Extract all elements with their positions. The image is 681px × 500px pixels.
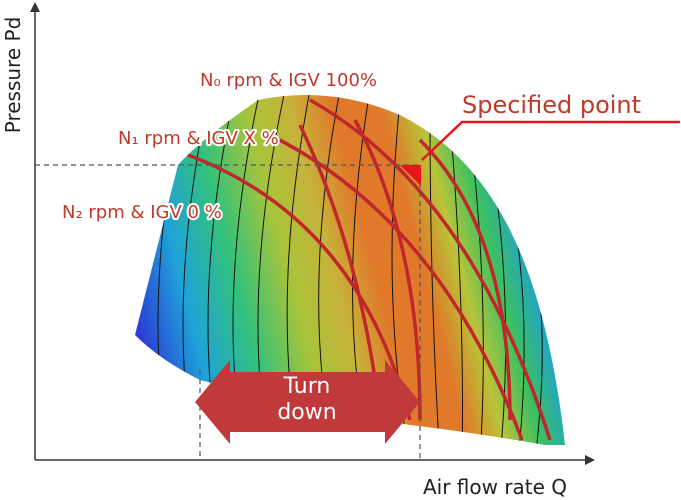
turn-down-arrow: Turn down (195, 360, 420, 444)
specified-point-label: Specified point (462, 91, 641, 119)
x-axis-label: Air flow rate Q (423, 475, 567, 499)
callout-line (421, 120, 680, 161)
specified-marker (400, 165, 421, 186)
turn-down-text: Turn (283, 374, 331, 399)
turn-down-text: down (277, 400, 336, 425)
guides (35, 164, 421, 460)
y-axis-label: Pressure Pd (1, 17, 25, 134)
curve-label: N₁ rpm & IGV X % (118, 128, 279, 149)
axes (30, 2, 595, 465)
curve-label: N₂ rpm & IGV 0 % (62, 202, 222, 223)
curve-label: N₀ rpm & IGV 100% (200, 70, 377, 91)
